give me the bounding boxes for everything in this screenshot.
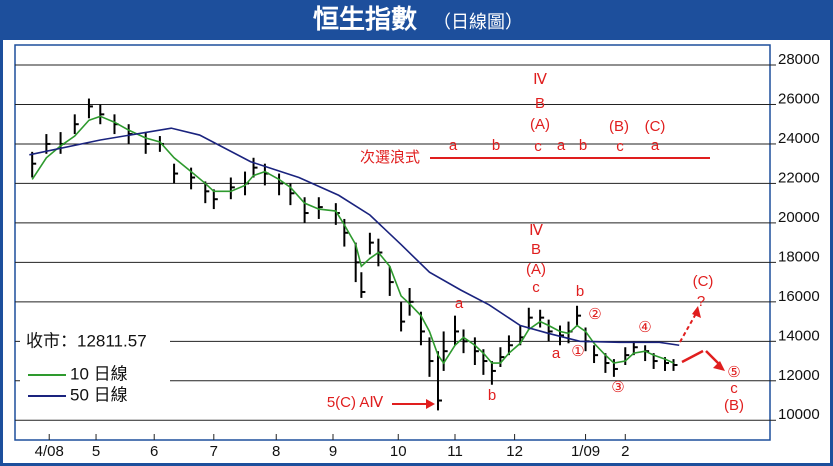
x-tick-label: 5	[92, 443, 100, 460]
arrow-head	[426, 399, 435, 409]
y-tick-label: 24000	[778, 130, 820, 147]
y-tick-label: 20000	[778, 209, 820, 226]
wave-annotation: ⑤	[727, 364, 740, 381]
wave-annotation: B	[535, 95, 545, 112]
wave-annotation: ?	[697, 293, 705, 310]
dashed-arrow	[679, 309, 699, 343]
legend-label: 50 日線	[70, 385, 128, 404]
wave-annotation: a	[449, 137, 458, 154]
x-tick-label: 8	[272, 443, 280, 460]
wave-annotation: B	[531, 241, 541, 258]
moving-average-line	[29, 127, 680, 347]
wave-annotation: (A)	[526, 261, 546, 278]
x-tick-label: 6	[150, 443, 158, 460]
x-tick-label: 1/09	[571, 443, 600, 460]
wave-annotation: ③	[611, 379, 624, 396]
wave-annotation: b	[579, 137, 587, 154]
y-tick-label: 10000	[778, 406, 820, 423]
wave-annotation: (B)	[609, 118, 629, 135]
last-close: 收市：12811.57	[26, 331, 147, 350]
arrow-head	[713, 361, 725, 371]
chart-title: 恒生指數	[313, 4, 417, 34]
wave-annotation: b	[576, 283, 584, 300]
wave-annotation: (B)	[724, 397, 744, 414]
wave-annotation: c	[616, 138, 624, 155]
x-tick-label: 2	[621, 443, 629, 460]
wave-annotation: a	[455, 295, 464, 312]
moving-average-line	[31, 115, 674, 365]
wave-annotation: ④	[638, 319, 651, 336]
wave-annotation: c	[730, 380, 738, 397]
y-tick-label: 26000	[778, 90, 820, 107]
x-tick-label: 12	[506, 443, 523, 460]
wave-annotation: a	[552, 345, 561, 362]
wave-annotation: b	[492, 137, 500, 154]
wave-annotation: (C)	[693, 273, 714, 290]
y-tick-label: 16000	[778, 288, 820, 305]
wave-annotation: Ⅳ	[529, 222, 543, 239]
arrow-head	[692, 306, 701, 318]
wave-annotation: Ⅳ	[533, 71, 547, 88]
x-tick-label: 9	[329, 443, 337, 460]
legend-label: 10 日線	[70, 364, 128, 383]
y-tick-label: 28000	[778, 51, 820, 68]
wave-annotation: b	[488, 387, 496, 404]
wave-annotation: a	[557, 137, 566, 154]
wave-annotation: ①	[571, 343, 584, 360]
title-bar	[0, 0, 833, 40]
chart-subtitle: （日線圖）	[433, 12, 523, 32]
wave-annotation: c	[534, 138, 542, 155]
wave-annotation: 次選浪式	[360, 149, 420, 166]
y-tick-label: 22000	[778, 169, 820, 186]
wave-annotation: ②	[588, 306, 601, 323]
wave-annotation: c	[532, 279, 540, 296]
x-tick-label: 7	[210, 443, 218, 460]
x-tick-label: 4/08	[35, 443, 64, 460]
wave-annotation: 5(C) AⅣ	[327, 394, 384, 411]
y-tick-label: 18000	[778, 248, 820, 265]
wave-annotation: a	[651, 137, 660, 154]
arrow	[681, 349, 704, 364]
x-tick-label: 10	[390, 443, 407, 460]
x-tick-label: 11	[447, 443, 463, 460]
y-tick-label: 12000	[778, 367, 820, 384]
wave-annotation: (C)	[645, 118, 666, 135]
wave-annotation: (A)	[530, 116, 550, 133]
y-tick-label: 14000	[778, 327, 820, 344]
